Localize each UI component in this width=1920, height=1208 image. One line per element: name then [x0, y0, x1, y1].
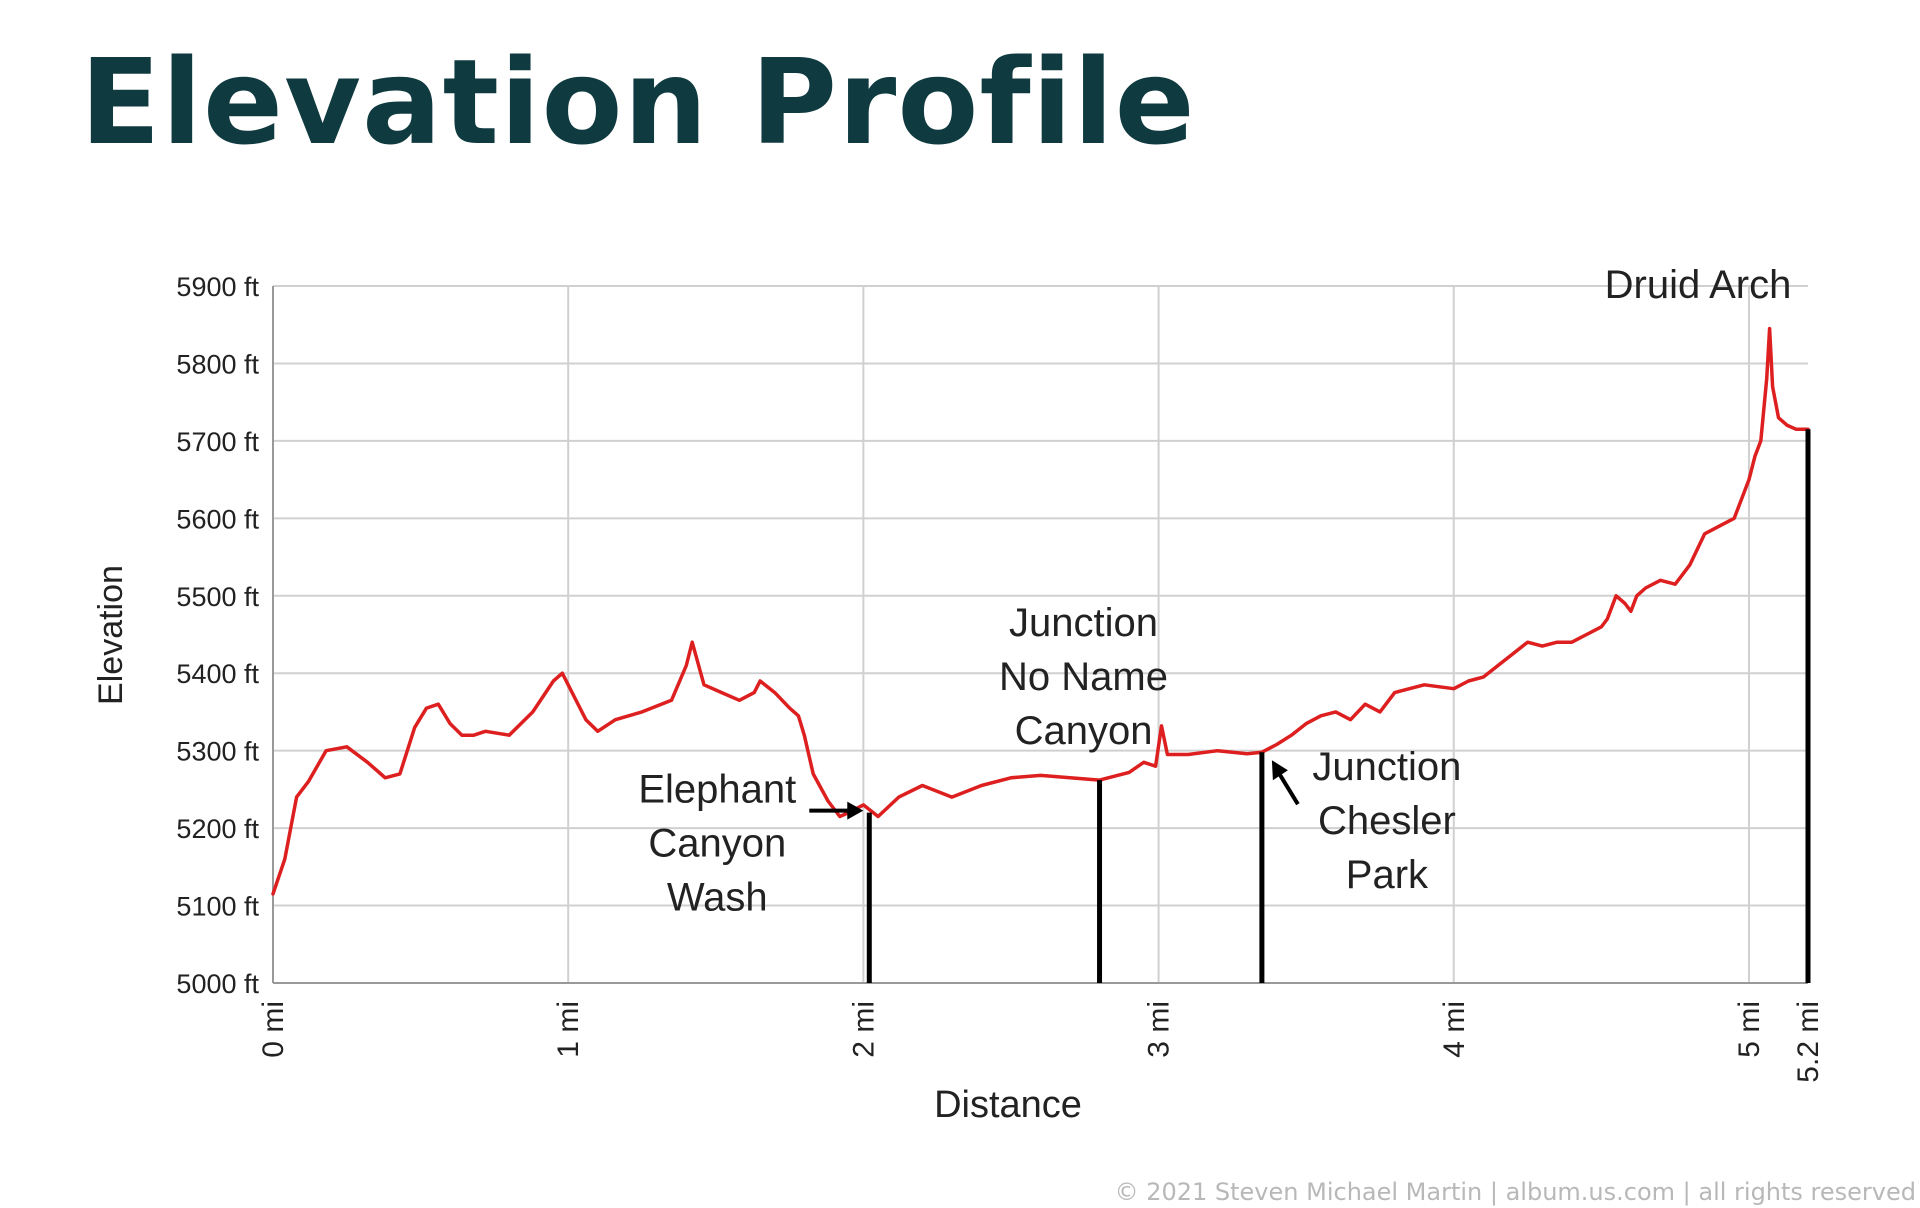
annotation-label: Chesler	[1318, 799, 1456, 843]
y-tick-label: 5300 ft	[176, 737, 259, 767]
x-tick-label: 5.2 mi	[1792, 1001, 1825, 1083]
x-tick-label: 4 mi	[1438, 1001, 1471, 1058]
y-tick-label: 5800 ft	[176, 349, 259, 379]
y-tick-label: 5100 ft	[176, 892, 259, 922]
x-axis-title: Distance	[934, 1084, 1082, 1126]
y-tick-label: 5900 ft	[176, 272, 259, 302]
y-axis-title: Elevation	[92, 565, 130, 705]
copyright-notice: © 2021 Steven Michael Martin | album.us.…	[1114, 1178, 1916, 1206]
annotation-label: Wash	[667, 876, 768, 920]
annotation-layer: Elephant Canyon Wash Junction No Name Canyon J…	[638, 263, 1811, 983]
series-layer	[271, 326, 1810, 896]
annotation-label: Junction	[1009, 601, 1158, 645]
axis-layer: 5000 ft 5100 ft 5200 ft 5300 ft 5400 ft 5500 …	[176, 272, 1825, 1083]
elevation-line	[271, 326, 1810, 896]
annotation-label: Canyon	[1015, 709, 1153, 753]
x-tick-label: 2 mi	[847, 1001, 880, 1058]
annotation-label: Druid Arch	[1605, 263, 1792, 307]
x-tick-label: 0 mi	[257, 1001, 290, 1058]
x-tick-label: 5 mi	[1733, 1001, 1766, 1058]
annotation-label: Park	[1346, 853, 1429, 897]
annotation-label: Junction	[1312, 745, 1461, 789]
x-tick-label: 1 mi	[552, 1001, 585, 1058]
x-tick-label: 3 mi	[1143, 1001, 1176, 1058]
annotation-label: No Name	[999, 655, 1168, 699]
annotation-arrowhead	[847, 801, 864, 820]
annotation-arrowhead	[1271, 760, 1288, 781]
y-tick-label: 5200 ft	[176, 814, 259, 844]
annotation-label: Elephant	[638, 768, 796, 812]
page-title: Elevation Profile	[80, 33, 1196, 171]
y-tick-label: 5000 ft	[176, 969, 259, 999]
grid-layer	[273, 285, 1808, 984]
annotation-label: Canyon	[648, 822, 786, 866]
y-tick-label: 5400 ft	[176, 659, 259, 689]
y-tick-label: 5700 ft	[176, 427, 259, 457]
y-tick-label: 5600 ft	[176, 504, 259, 534]
y-tick-label: 5500 ft	[176, 582, 259, 612]
